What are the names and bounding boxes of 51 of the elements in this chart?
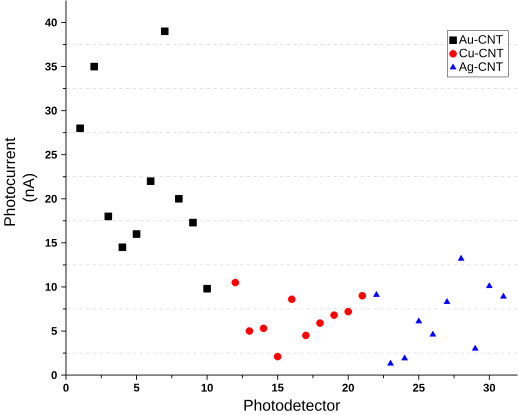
point (246, 327, 254, 336)
y-tick-label: 35 (45, 62, 57, 71)
y-tick-label: 40 (45, 18, 57, 27)
point (486, 282, 493, 288)
point (387, 360, 394, 366)
legend-label: Cu-CNT (459, 48, 504, 58)
point (401, 354, 408, 361)
point (373, 291, 380, 298)
point (274, 353, 282, 361)
x-tick-label: 15 (272, 384, 284, 392)
x-tick-label: 30 (483, 384, 496, 392)
y-axis-title: Photocurrent (nA) (4, 138, 38, 226)
x-tick-label: 0 (63, 384, 69, 392)
point (500, 293, 507, 299)
point (302, 332, 310, 340)
point (76, 124, 84, 132)
point (175, 195, 183, 203)
point (288, 296, 296, 304)
legend-label: Ag-CNT (458, 62, 503, 74)
x-tick-label: 5 (134, 384, 140, 392)
point (132, 230, 140, 238)
y-tick-label: 25 (45, 151, 57, 159)
point (203, 285, 211, 293)
point (90, 63, 98, 71)
x-tick-label: 25 (412, 384, 425, 392)
y-tick-label: 0 (52, 371, 57, 380)
point (232, 278, 240, 287)
point (146, 178, 154, 186)
point (104, 212, 112, 220)
point (160, 28, 169, 36)
y-tick-label: 30 (45, 106, 57, 115)
point (189, 219, 197, 227)
point (458, 255, 464, 261)
point (430, 330, 436, 337)
point (330, 312, 338, 320)
point (444, 298, 450, 304)
y-tick-label: 15 (46, 239, 57, 247)
point (415, 318, 422, 324)
point (316, 320, 324, 328)
legend-label: Au-CNT (458, 35, 503, 44)
point (344, 308, 352, 316)
y-tick-label: 5 (51, 327, 57, 336)
x-axis-title: Photodetector (244, 400, 340, 412)
point (472, 345, 479, 351)
x-tick-label: 20 (342, 384, 354, 392)
point (358, 292, 366, 300)
point (260, 324, 268, 332)
point (118, 244, 126, 252)
y-tick-label: 10 (46, 283, 57, 292)
x-tick-label: 10 (202, 384, 213, 392)
y-tick-label: 20 (45, 195, 57, 203)
